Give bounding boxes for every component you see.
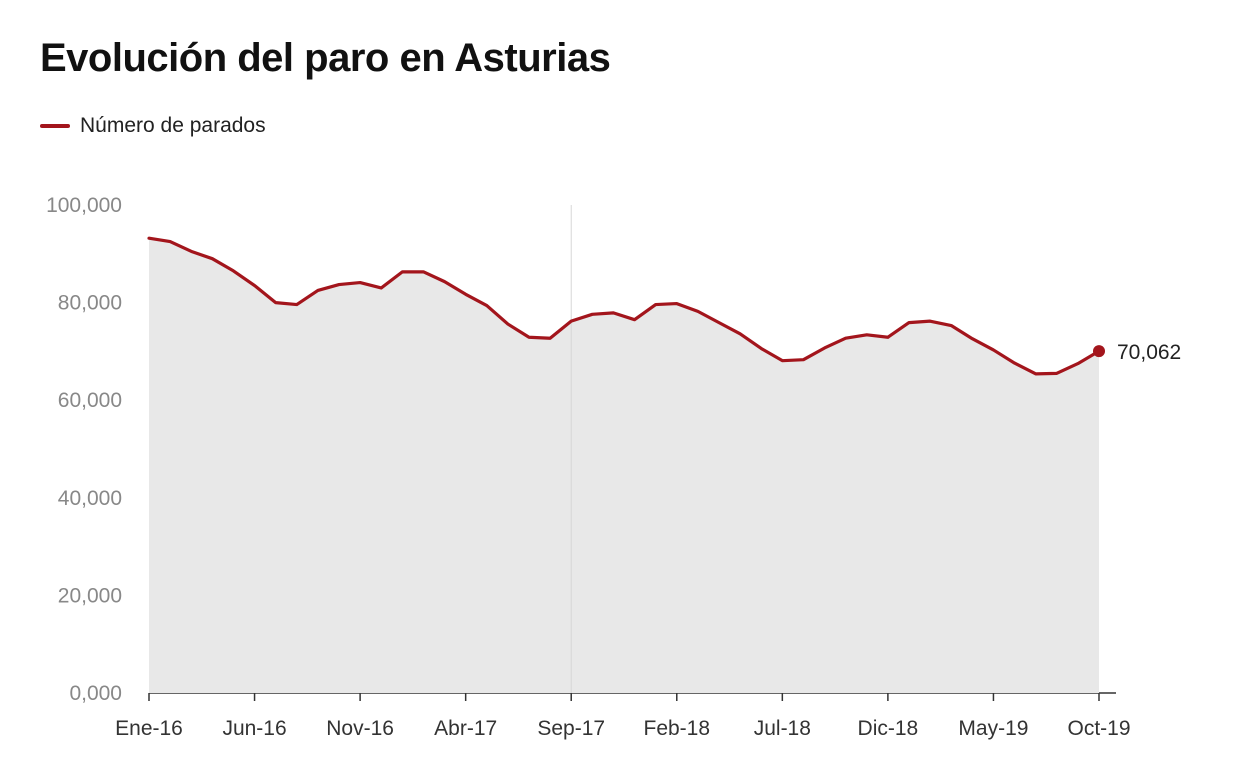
data-point	[168, 240, 172, 244]
data-point	[548, 336, 552, 340]
data-point	[147, 236, 151, 240]
data-point	[717, 321, 721, 325]
data-point	[337, 283, 341, 287]
x-axis: Ene-16 Jun-16 Nov-16 Abr-17 Sep-17 Feb-18 Jul-…	[115, 692, 1131, 740]
data-point	[907, 321, 911, 325]
data-point	[210, 257, 214, 261]
area-fill	[149, 238, 1099, 693]
data-point	[886, 335, 890, 339]
data-point	[759, 346, 763, 350]
data-point	[189, 249, 193, 253]
series-line	[147, 236, 1101, 376]
data-point	[823, 346, 827, 350]
data-point	[696, 309, 700, 313]
x-tick-label: Oct-19	[1067, 717, 1130, 740]
data-point	[379, 286, 383, 290]
y-tick-label: 0,000	[69, 682, 122, 705]
data-point	[569, 319, 573, 323]
y-tick-label: 80,000	[58, 292, 122, 315]
legend-label: Número de parados	[80, 114, 266, 137]
data-point	[844, 336, 848, 340]
data-point	[928, 319, 932, 323]
data-point	[506, 322, 510, 326]
y-tick-label: 60,000	[58, 389, 122, 412]
x-tick-label: May-19	[958, 717, 1028, 740]
data-point	[738, 332, 742, 336]
y-tick-label: 40,000	[58, 487, 122, 510]
data-point	[654, 303, 658, 307]
data-point	[400, 270, 404, 274]
x-tick-label: Nov-16	[326, 717, 394, 740]
data-point	[970, 337, 974, 341]
data-point	[801, 358, 805, 362]
data-point	[1034, 372, 1038, 376]
data-point	[231, 269, 235, 273]
data-point	[780, 359, 784, 363]
data-point	[421, 270, 425, 274]
x-tick-label: Ene-16	[115, 717, 183, 740]
data-point	[274, 301, 278, 305]
chart-title: Evolución del paro en Asturias	[40, 36, 611, 80]
data-point	[865, 333, 869, 337]
data-point	[358, 281, 362, 285]
y-axis: 0,000 20,000 40,000 60,000 80,000 100,000	[46, 194, 122, 705]
x-tick-label: Dic-18	[858, 717, 919, 740]
data-point	[253, 284, 257, 288]
data-point	[633, 318, 637, 322]
legend-swatch	[40, 124, 70, 128]
legend: Número de parados	[40, 114, 266, 138]
data-point	[949, 324, 953, 328]
last-point-marker	[1093, 345, 1105, 358]
data-point	[611, 311, 615, 315]
data-point	[590, 312, 594, 316]
x-tick-label: Feb-18	[644, 717, 711, 740]
last-value-label: 70,062	[1117, 341, 1181, 364]
x-tick-label: Abr-17	[434, 717, 497, 740]
data-point	[675, 302, 679, 306]
x-tick-label: Jul-18	[754, 717, 811, 740]
data-point	[464, 292, 468, 296]
data-point	[485, 304, 489, 308]
data-point	[295, 303, 299, 307]
y-tick-label: 20,000	[58, 584, 122, 607]
data-point	[443, 280, 447, 284]
plot-area: 70,062	[147, 205, 1181, 693]
data-point	[527, 335, 531, 339]
data-point	[991, 348, 995, 352]
x-tick-label: Jun-16	[222, 717, 286, 740]
data-point	[1013, 361, 1017, 365]
y-tick-label: 100,000	[46, 194, 122, 217]
data-point	[1055, 371, 1059, 375]
x-tick-label: Sep-17	[537, 717, 605, 740]
data-point	[1076, 362, 1080, 366]
data-point	[316, 288, 320, 292]
